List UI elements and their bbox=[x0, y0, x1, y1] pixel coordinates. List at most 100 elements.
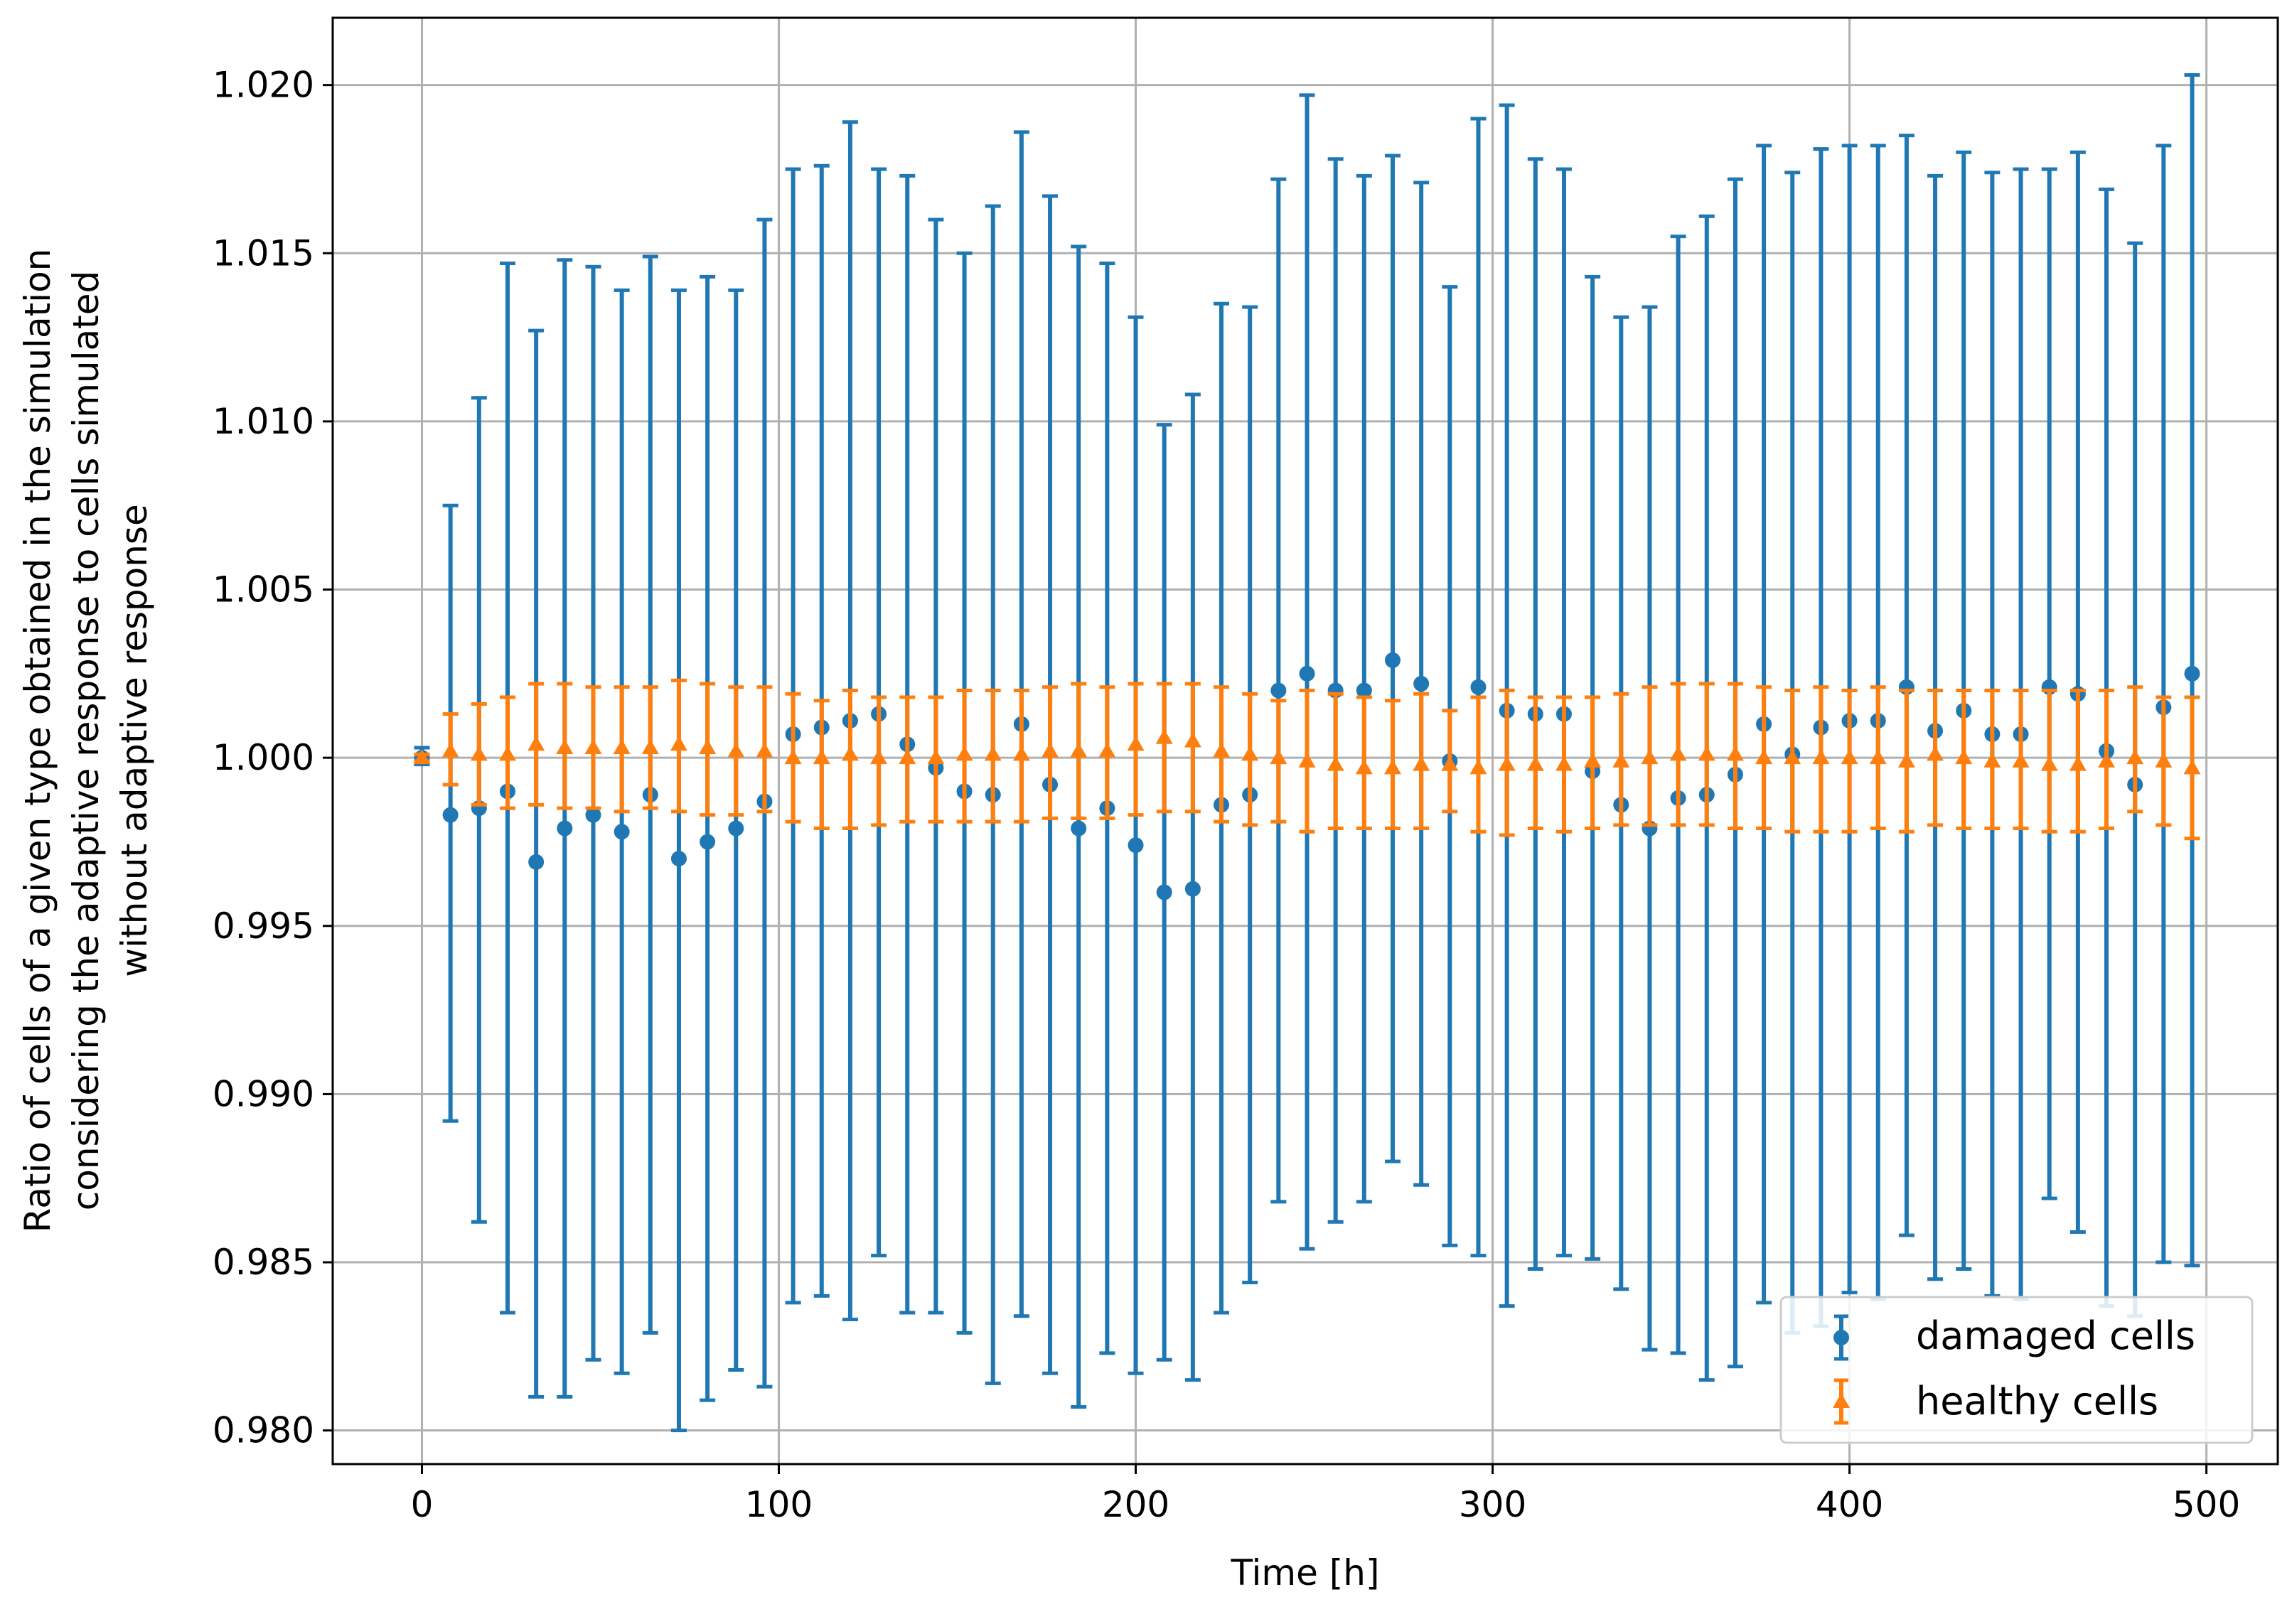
healthy-cells-point bbox=[927, 749, 945, 765]
healthy-cells-point bbox=[1698, 746, 1715, 761]
healthy-cells-point bbox=[2126, 749, 2144, 765]
healthy-cells-point bbox=[1041, 742, 1059, 758]
healthy-cells-point bbox=[1413, 755, 1430, 771]
healthy-cells-point bbox=[1927, 746, 1944, 761]
y-tick-label: 1.005 bbox=[213, 569, 314, 611]
healthy-cells-point bbox=[1184, 732, 1201, 748]
y-tick-label: 1.010 bbox=[213, 401, 314, 442]
legend-box bbox=[1779, 1296, 2254, 1444]
healthy-cells-point bbox=[1383, 759, 1401, 775]
healthy-cells-point bbox=[2098, 752, 2116, 768]
x-tick-label: 100 bbox=[745, 1484, 813, 1525]
healthy-cells-point bbox=[670, 736, 687, 751]
healthy-cells-point bbox=[1526, 755, 1544, 771]
healthy-cells-point bbox=[1355, 759, 1373, 775]
legend-marker-damaged-cells bbox=[1833, 1314, 1849, 1361]
healthy-cells-point bbox=[1841, 749, 1858, 765]
healthy-cells-point bbox=[1127, 736, 1145, 751]
damaged-cells-point bbox=[557, 820, 573, 837]
healthy-cells-point bbox=[1213, 742, 1231, 758]
healthy-cells-point bbox=[641, 738, 659, 754]
healthy-cells-point bbox=[870, 749, 888, 765]
healthy-cells-point bbox=[784, 749, 802, 765]
x-tick-label: 400 bbox=[1816, 1484, 1883, 1525]
legend-entry-damaged-cells: damaged cells bbox=[1833, 1313, 2195, 1361]
y-tick-label: 1.020 bbox=[213, 65, 314, 106]
axis-ticks: 0 100 200 300 400 500 0.980 0.985 0.990 0.995 1.00… bbox=[213, 65, 2240, 1525]
damaged-cells-point bbox=[528, 854, 545, 870]
legend-point bbox=[1833, 1393, 1850, 1408]
plot-area-frame bbox=[331, 16, 2279, 1466]
healthy-cells-point bbox=[1584, 752, 1602, 768]
x-tick-label: 0 bbox=[411, 1484, 434, 1525]
healthy-cells-point bbox=[1983, 752, 2001, 768]
healthy-cells-point bbox=[1070, 742, 1088, 758]
healthy-cells-point bbox=[1270, 749, 1287, 765]
legend-entry-healthy-cells: healthy cells bbox=[1833, 1378, 2158, 1425]
healthy-cells-point bbox=[1298, 752, 1316, 768]
healthy-cells-point bbox=[1469, 759, 1487, 775]
x-axis-label: Time [h] bbox=[1231, 1552, 1380, 1593]
healthy-cells-point bbox=[1441, 755, 1459, 771]
healthy-cells-point bbox=[841, 746, 859, 761]
healthy-cells-point bbox=[1669, 746, 1687, 761]
series-healthy-cells bbox=[413, 678, 2201, 841]
damaged-cells-point bbox=[670, 851, 687, 867]
damaged-cells-point bbox=[1413, 676, 1430, 692]
damaged-cells-point bbox=[614, 824, 630, 840]
healthy-cells-point bbox=[984, 746, 1002, 761]
healthy-cells-point bbox=[1955, 749, 1973, 765]
healthy-cells-point bbox=[1612, 752, 1630, 768]
legend-label-healthy-cells: healthy cells bbox=[1916, 1379, 2158, 1424]
y-axis-label: Ratio of cells of a given type obtained … bbox=[17, 249, 155, 1233]
damaged-cells-point bbox=[1184, 881, 1201, 897]
healthy-cells-point bbox=[1498, 755, 1516, 771]
damaged-cells-point bbox=[1128, 837, 1144, 854]
healthy-cells-point bbox=[955, 746, 973, 761]
healthy-cells-point bbox=[1155, 728, 1173, 744]
x-tick-label: 300 bbox=[1459, 1484, 1526, 1525]
damaged-cells-point bbox=[1156, 884, 1172, 900]
y-axis-label-line-3: without adaptive response bbox=[114, 504, 155, 977]
healthy-cells-point bbox=[613, 738, 631, 754]
healthy-cells-point bbox=[1755, 749, 1773, 765]
x-tick-label: 500 bbox=[2173, 1484, 2240, 1525]
y-tick-label: 0.995 bbox=[213, 905, 314, 947]
healthy-cells-point bbox=[528, 736, 545, 751]
y-axis-label-line-1: Ratio of cells of a given type obtained … bbox=[17, 249, 58, 1233]
damaged-cells-point bbox=[2184, 665, 2200, 682]
healthy-cells-point bbox=[1327, 755, 1344, 771]
y-axis-label-line-2: considering the adaptive response to cel… bbox=[65, 271, 107, 1210]
legend-label-damaged-cells: damaged cells bbox=[1916, 1313, 2195, 1358]
healthy-cells-point bbox=[1869, 749, 1887, 765]
series-layer bbox=[413, 72, 2201, 1433]
y-tick-label: 0.985 bbox=[213, 1242, 314, 1283]
healthy-cells-point bbox=[413, 749, 431, 765]
healthy-cells-point bbox=[2183, 759, 2201, 775]
y-tick-label: 0.990 bbox=[213, 1073, 314, 1114]
legend: damaged cells healthy cells bbox=[1779, 1296, 2254, 1444]
healthy-cells-point bbox=[1555, 755, 1573, 771]
healthy-cells-point bbox=[813, 749, 830, 765]
legend-point bbox=[1833, 1330, 1849, 1345]
healthy-cells-point bbox=[470, 746, 488, 761]
damaged-cells-point bbox=[1071, 820, 1087, 837]
y-tick-label: 1.000 bbox=[213, 737, 314, 778]
damaged-cells-point bbox=[1356, 682, 1372, 699]
healthy-cells-point bbox=[1726, 746, 1744, 761]
healthy-cells-point bbox=[498, 746, 516, 761]
healthy-cells-point bbox=[584, 738, 602, 754]
damaged-cells-point bbox=[1270, 682, 1287, 699]
healthy-cells-point bbox=[556, 738, 574, 754]
healthy-cells-point bbox=[2012, 752, 2030, 768]
damaged-cells-point bbox=[1299, 665, 1315, 682]
healthy-cells-point bbox=[441, 742, 459, 758]
healthy-cells-point bbox=[1784, 749, 1801, 765]
healthy-cells-point bbox=[699, 738, 717, 754]
healthy-cells-point bbox=[1012, 746, 1030, 761]
damaged-cells-point bbox=[700, 834, 716, 850]
x-tick-label: 200 bbox=[1102, 1484, 1169, 1525]
healthy-cells-point bbox=[1812, 749, 1830, 765]
damaged-cells-point bbox=[1470, 679, 1487, 695]
